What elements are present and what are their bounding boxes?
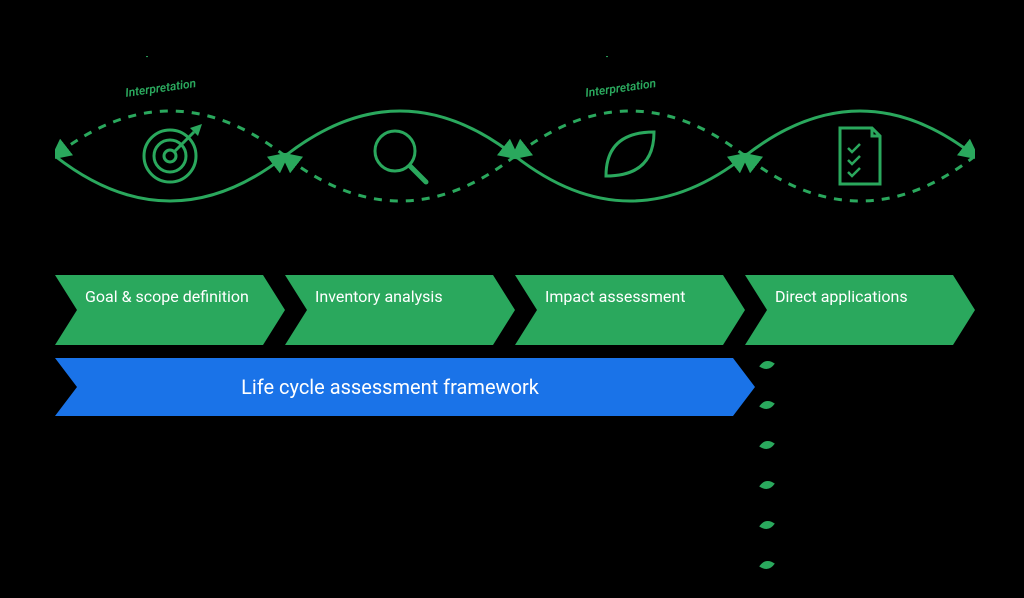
leaf-dot-icon [757, 475, 776, 494]
gears-icon [139, 56, 170, 57]
leaf-dot-icon [757, 395, 776, 414]
stage-applications: Direct applications [745, 275, 975, 345]
forward-arc-2 [285, 111, 515, 156]
leaf-dot-icon [757, 355, 776, 374]
lca-diagram: Interpretation Interpretation Goal & sco… [0, 0, 1024, 576]
magnifier-icon [375, 131, 426, 182]
stage-label: Goal & scope definition [85, 287, 255, 308]
leaf-dot-icon [757, 555, 776, 574]
checklist-icon [840, 128, 880, 184]
leaf-dots-column [760, 358, 780, 558]
stage-goal-scope: Goal & scope definition [55, 275, 285, 345]
back-arc-3 [515, 111, 745, 156]
back-arc-2 [285, 156, 515, 201]
framework-label: Life cycle assessment framework [55, 358, 725, 416]
wave-row: Interpretation Interpretation [55, 56, 975, 236]
back-arc-4 [745, 156, 975, 201]
stage-label: Impact assessment [545, 287, 715, 308]
stage-impact: Impact assessment [515, 275, 745, 345]
target-icon [144, 124, 202, 182]
framework-bar: Life cycle assessment framework [55, 358, 755, 416]
leaf-dot-icon [757, 515, 776, 534]
gears-icon [599, 56, 630, 57]
forward-arc-4 [745, 111, 975, 156]
stage-label: Inventory analysis [315, 287, 485, 308]
leaf-icon [606, 132, 654, 176]
stage-label: Direct applications [775, 287, 945, 308]
forward-arc-3 [515, 156, 745, 201]
leaf-dot-icon [757, 435, 776, 454]
stage-chevrons: Goal & scope definition Inventory analys… [55, 275, 975, 345]
stage-inventory: Inventory analysis [285, 275, 515, 345]
